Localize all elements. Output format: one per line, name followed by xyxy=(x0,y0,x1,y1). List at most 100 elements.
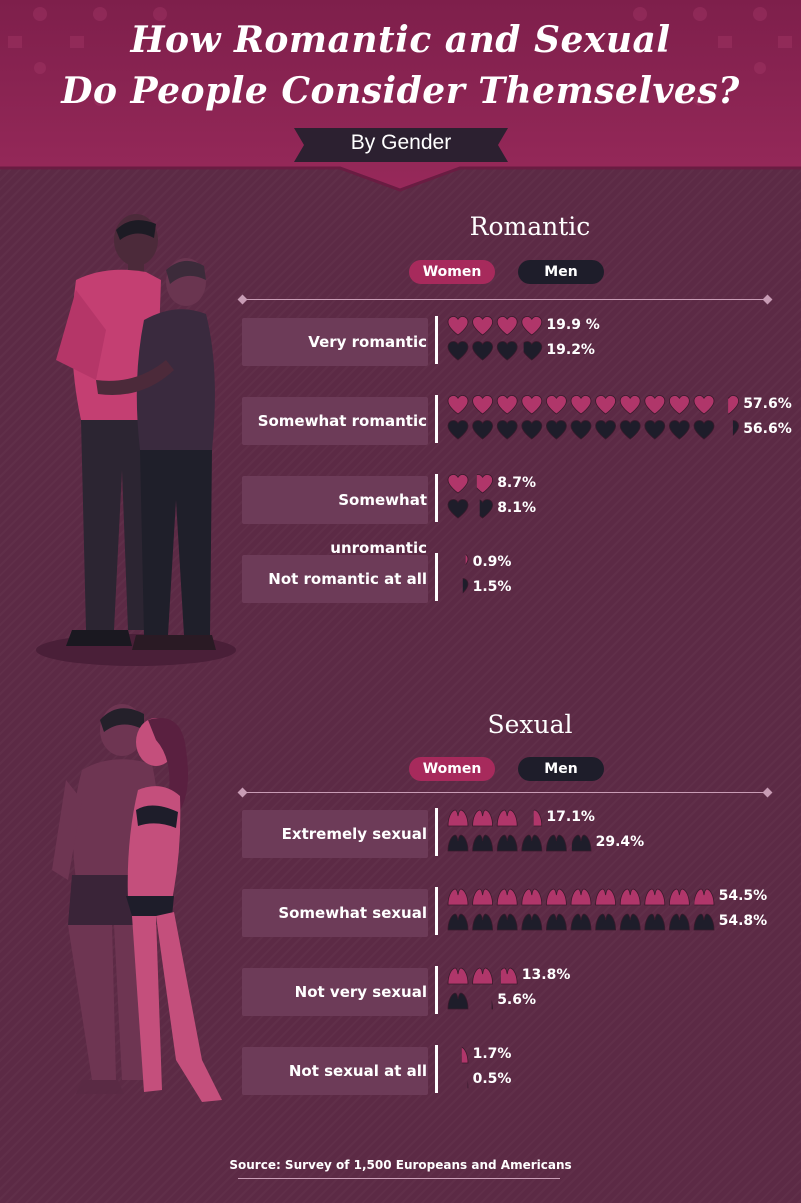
heart-icon xyxy=(465,553,469,566)
heart-icon xyxy=(496,420,518,440)
bra-icon xyxy=(472,967,494,985)
axis-bar xyxy=(435,887,438,935)
women-icon-row xyxy=(465,553,469,566)
subtitle: By Gender xyxy=(350,131,452,154)
bra-icon xyxy=(461,1046,469,1064)
bra-icon xyxy=(668,913,690,931)
heart-icon xyxy=(496,316,518,336)
men-value-label: 8.1% xyxy=(497,500,537,516)
category-box xyxy=(242,889,428,937)
bra-icon xyxy=(496,888,518,906)
men-value-label: 0.5% xyxy=(472,1071,512,1087)
bra-icon xyxy=(545,834,567,852)
axis-bar xyxy=(435,966,438,1014)
women-value-label: 54.5% xyxy=(718,888,768,904)
heart-icon xyxy=(728,395,740,415)
heart-icon xyxy=(476,474,494,494)
category-label: Not sexual at all xyxy=(288,1062,427,1080)
heart-icon xyxy=(447,420,469,440)
heart-icon xyxy=(668,420,690,440)
heart-icon xyxy=(693,395,715,415)
legend-men-sexual: Men xyxy=(518,757,604,781)
bra-icon xyxy=(496,913,518,931)
heart-icon xyxy=(521,316,543,336)
category-label: Extremely sexual xyxy=(281,825,427,843)
heart-icon xyxy=(521,395,543,415)
bra-icon xyxy=(447,809,469,827)
divider-sexual xyxy=(244,792,768,793)
heart-icon xyxy=(447,316,469,336)
women-value-label: 13.8% xyxy=(521,967,571,983)
category-label: Somewhat unromantic xyxy=(330,491,427,557)
heart-icon xyxy=(668,395,690,415)
heart-icon xyxy=(472,341,494,361)
women-value-label: 8.7% xyxy=(497,475,537,491)
bra-icon xyxy=(500,967,518,985)
heart-icon xyxy=(496,395,518,415)
axis-bar xyxy=(435,1045,438,1093)
heart-icon xyxy=(472,395,494,415)
heart-icon xyxy=(570,420,592,440)
heart-icon xyxy=(570,395,592,415)
women-icon-row xyxy=(447,474,494,494)
bra-icon xyxy=(545,913,567,931)
bra-icon xyxy=(472,834,494,852)
bra-icon xyxy=(570,913,592,931)
kissing-male-couple-illustration xyxy=(36,214,236,666)
category-box xyxy=(242,318,428,366)
heart-icon xyxy=(447,341,469,361)
axis-bar xyxy=(435,553,438,601)
bra-icon xyxy=(619,888,641,906)
header-banner: How Romantic and Sexual Do People Consid… xyxy=(0,0,801,195)
heart-icon xyxy=(523,341,543,361)
heart-icon xyxy=(619,395,641,415)
heart-icon xyxy=(521,420,543,440)
page-title-line-1: How Romantic and Sexual xyxy=(130,19,671,61)
men-value-label: 54.8% xyxy=(718,913,768,929)
bra-icon xyxy=(570,888,592,906)
heart-icon xyxy=(479,499,494,519)
category-label: Not romantic at all xyxy=(268,570,427,588)
bra-icon xyxy=(521,834,543,852)
legend-women-romantic: Women xyxy=(409,260,495,284)
kissing-heterosexual-couple-illustration xyxy=(52,704,222,1102)
bra-icon xyxy=(472,888,494,906)
women-icon-row xyxy=(447,395,740,415)
legend-men-romantic: Men xyxy=(518,260,604,284)
heart-icon xyxy=(447,474,469,494)
men-icon-row xyxy=(462,578,469,594)
women-icon-row xyxy=(447,967,518,985)
bra-icon xyxy=(447,834,469,852)
heart-icon xyxy=(693,420,715,440)
men-value-label: 19.2% xyxy=(546,342,595,358)
men-value-label: 1.5% xyxy=(472,579,512,595)
bra-icon xyxy=(644,888,666,906)
bra-icon xyxy=(595,913,617,931)
women-value-label: 1.7% xyxy=(472,1046,512,1062)
heart-icon xyxy=(447,395,469,415)
bra-icon xyxy=(447,888,469,906)
axis-bar xyxy=(435,316,438,364)
category-box xyxy=(242,476,428,524)
women-icon-row xyxy=(447,316,543,336)
category-box xyxy=(242,968,428,1016)
bra-icon xyxy=(571,834,592,852)
heart-icon xyxy=(546,395,567,415)
subtitle-ribbon xyxy=(294,128,508,162)
bra-icon xyxy=(521,913,543,931)
men-icon-row xyxy=(447,913,715,931)
men-value-label: 56.6% xyxy=(743,421,792,437)
axis-bar xyxy=(435,808,438,856)
bra-icon xyxy=(447,992,469,1010)
section-title-romantic: Romantic xyxy=(469,212,591,241)
page-title-line-2: Do People Consider Themselves? xyxy=(61,70,740,112)
heart-icon xyxy=(732,420,740,436)
bra-icon xyxy=(467,1081,469,1089)
bra-icon xyxy=(496,834,518,852)
bra-icon xyxy=(521,888,543,906)
bra-icon xyxy=(595,888,617,906)
bra-icon xyxy=(491,1000,494,1010)
men-icon-row xyxy=(447,499,494,519)
source-underline xyxy=(238,1178,560,1179)
category-label: Somewhat romantic xyxy=(257,412,427,430)
